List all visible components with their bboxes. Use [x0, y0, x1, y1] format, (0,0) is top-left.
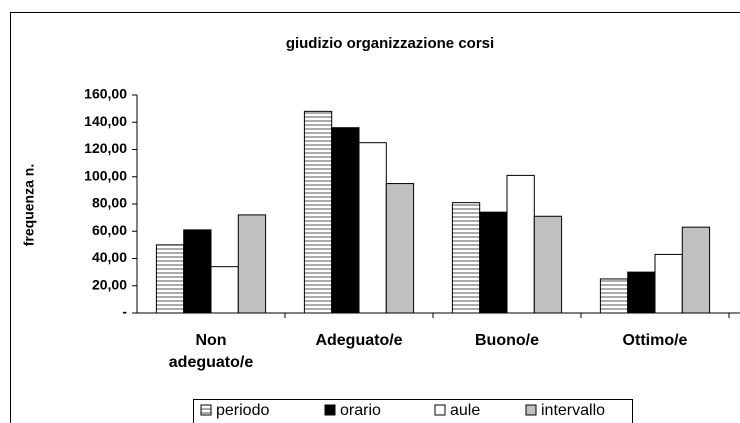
- bar: [599, 278, 629, 314]
- x-tick-label: Adeguato/e: [315, 332, 403, 349]
- bar: [385, 183, 415, 314]
- y-tick-label: -: [122, 304, 127, 320]
- bar: [183, 229, 212, 314]
- x-tick-label: Ottimo/e: [622, 332, 688, 349]
- bar: [479, 211, 508, 314]
- legend-swatch: [324, 404, 336, 416]
- bar: [358, 142, 387, 314]
- bar: [654, 253, 683, 314]
- bar: [210, 266, 239, 314]
- bar: [331, 127, 360, 314]
- legend-swatch: [434, 404, 446, 416]
- legend-swatch: [525, 404, 537, 416]
- y-tick-label: 60,00: [92, 222, 127, 238]
- chart-border: [10, 12, 740, 423]
- y-tick-label: 20,00: [92, 276, 127, 292]
- x-tick-label: Buono/e: [475, 332, 539, 349]
- y-tick-label: 100,00: [84, 167, 127, 183]
- y-axis-label: frequenza n.: [21, 164, 37, 246]
- bar: [451, 202, 481, 314]
- legend-label: intervallo: [541, 402, 605, 419]
- legend-box: [193, 399, 633, 423]
- legend-label: periodo: [216, 402, 269, 419]
- y-tick-label: 160,00: [84, 86, 127, 102]
- bar: [237, 214, 267, 314]
- bar: [506, 174, 535, 314]
- y-tick-label: 120,00: [84, 140, 127, 156]
- x-tick-label: Non adeguato/e: [168, 332, 254, 371]
- legend-label: orario: [340, 402, 381, 419]
- y-tick-label: 80,00: [92, 195, 127, 211]
- y-tick-label: 40,00: [92, 249, 127, 265]
- chart-title: giudizio organizzazione corsi: [286, 35, 494, 52]
- bar: [303, 110, 333, 314]
- legend-label: aule: [450, 402, 480, 419]
- y-tick-label: 140,00: [84, 113, 127, 129]
- legend-swatch: [200, 404, 212, 416]
- bar: [155, 244, 185, 314]
- bar: [681, 226, 711, 314]
- bar: [627, 271, 656, 314]
- bar: [533, 215, 563, 314]
